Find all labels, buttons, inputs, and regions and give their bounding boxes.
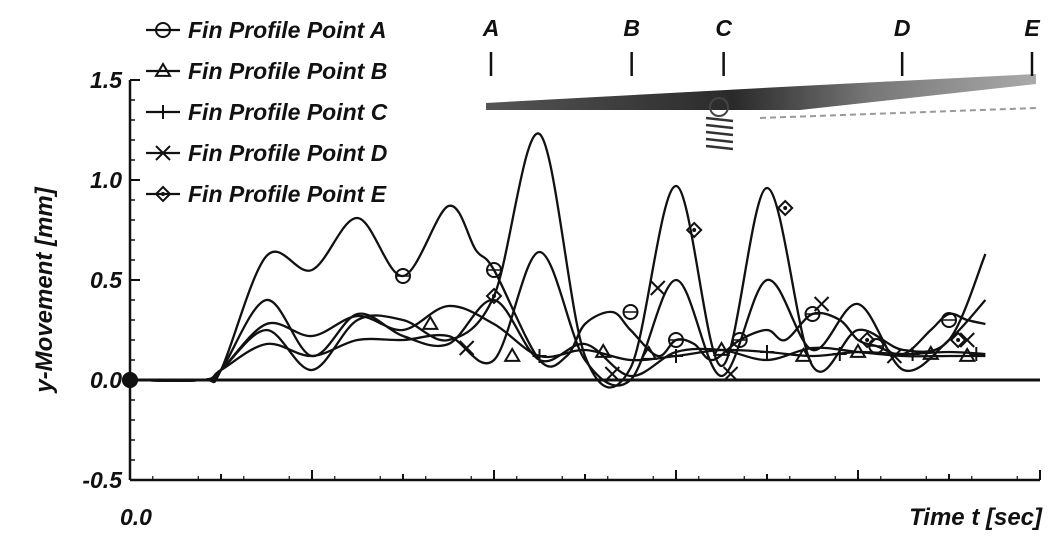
fin-point-label: B — [623, 15, 640, 41]
origin-dot — [122, 372, 138, 388]
marker-triangle — [421, 315, 440, 330]
y-tick-label: 0.0 — [90, 367, 122, 393]
y-tick-label: 1.5 — [90, 67, 123, 93]
marker-x — [886, 348, 903, 364]
marker-diamond — [154, 185, 172, 203]
marker-diamond — [776, 199, 794, 217]
marker-x — [650, 280, 666, 296]
y-tick-label: 1.0 — [90, 167, 122, 193]
marker-diamond-dot — [956, 338, 961, 342]
fin-point-label: E — [1024, 15, 1040, 41]
marker-x — [722, 366, 739, 382]
fin-rest-line — [759, 107, 1037, 119]
fin-point-label: A — [482, 15, 500, 41]
fin-spring-coil — [705, 144, 734, 151]
series-group — [122, 132, 987, 389]
y-tick-label: 0.5 — [90, 267, 123, 293]
fin-point-label: C — [715, 15, 732, 41]
x-tick-label: 0.0 — [120, 504, 152, 530]
legend-entry: Fin Profile Point B — [188, 58, 387, 84]
marker-diamond — [685, 221, 703, 239]
marker-diamond-dot — [161, 192, 165, 196]
marker-x — [959, 332, 975, 348]
marker-plus — [532, 349, 547, 363]
marker-plus — [669, 349, 683, 363]
series-plus — [129, 304, 986, 382]
legend-entry: Fin Profile Point E — [188, 181, 387, 207]
axes: 1.5 1.0 0.5 0.0 -0.5 0.0 — [82, 67, 1041, 530]
marker-diamond — [858, 331, 876, 349]
fin-spring-coil — [705, 137, 734, 144]
marker-diamond — [485, 287, 503, 305]
marker-diamond — [949, 331, 967, 349]
marker-plus — [905, 347, 920, 361]
series-diamond — [129, 132, 987, 389]
y-tick-label: -0.5 — [82, 467, 123, 493]
series-line — [129, 204, 986, 384]
legend-entry: Fin Profile Point A — [188, 17, 386, 43]
series-line — [129, 250, 987, 387]
marker-diamond-dot — [783, 206, 788, 210]
series-line — [129, 132, 987, 389]
legend-entry: Fin Profile Point D — [188, 140, 387, 166]
series-x — [129, 250, 987, 387]
series-line — [129, 304, 986, 382]
marker-diamond-dot — [492, 294, 496, 298]
marker-triangle — [154, 62, 172, 77]
fin-inset: A B C D E — [482, 15, 1040, 151]
marker-triangle — [503, 347, 521, 362]
legend-entry: Fin Profile Point C — [188, 99, 388, 125]
marker-triangle — [594, 343, 612, 358]
marker-plus — [760, 345, 774, 359]
marker-x — [458, 340, 475, 356]
fin-spring-coil — [705, 130, 734, 137]
marker-diamond-dot — [692, 228, 697, 232]
fin-spring-coil — [705, 116, 734, 123]
marker-x — [604, 366, 621, 382]
fin-point-label: D — [894, 15, 911, 41]
marker-x — [155, 145, 171, 161]
marker-plus — [156, 105, 170, 119]
fin-pivot — [709, 97, 729, 117]
legend: Fin Profile Point A Fin Profile Point B Fi… — [146, 17, 388, 207]
y-axis-title: y-Movement [mm] — [31, 186, 58, 393]
fin-body — [486, 74, 1036, 110]
fin-spring-coil — [705, 123, 734, 130]
marker-plus — [969, 347, 984, 361]
marker-diamond-dot — [865, 338, 870, 342]
x-axis-title: Time t [sec] — [909, 504, 1043, 531]
marker-x — [813, 296, 830, 312]
